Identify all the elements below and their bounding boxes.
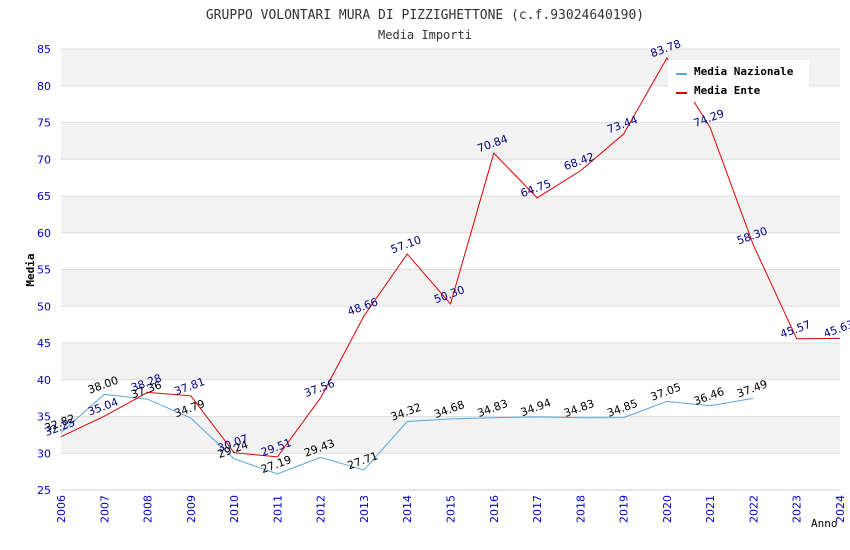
band-65 [61,159,840,196]
y-tick-label: 55 [37,264,51,277]
series-line-media-ente [60,57,841,458]
x-tick-label: 2019 [618,495,631,523]
x-tick-label: 2013 [358,495,371,523]
y-tick-label: 75 [37,117,51,130]
y-tick-label: 50 [37,300,51,313]
y-tick-label: 35 [37,411,51,424]
y-tick-label: 85 [37,43,51,56]
x-tick-label: 2011 [271,495,284,523]
y-tick-label: 30 [37,447,51,460]
x-tick-label: 2007 [98,495,111,523]
band-50 [61,269,840,307]
series-lines [60,57,841,475]
y-axis-label: Media [24,253,37,286]
x-tick-label: 2006 [55,495,68,523]
x-tick-label: 2012 [315,495,328,523]
plot-background-bands [61,49,840,490]
y-tick-label: 25 [37,484,51,497]
x-tick-label: 2017 [531,495,544,523]
legend: Media Nazionale Media Ente [668,60,809,102]
y-tick-label: 70 [37,153,51,166]
legend-label-media-nazionale: Media Nazionale [694,65,794,78]
x-tick-label: 2018 [574,495,587,523]
band-55 [61,232,840,270]
series-line-media-nazionale [60,393,754,475]
x-tick-label: 2023 [791,495,804,523]
x-tick-label: 2016 [488,495,501,523]
y-tick-label: 80 [37,80,51,93]
y-tick-label: 60 [37,227,51,240]
band-70 [61,122,840,160]
x-tick-label: 2021 [704,495,717,523]
y-axis-ticks: 25 30 35 40 45 50 55 60 65 70 75 80 85 [37,43,51,497]
band-25 [61,453,840,490]
band-30 [61,416,840,454]
band-35 [61,379,840,417]
legend-box [668,60,809,102]
x-tick-label: 2015 [445,495,458,523]
x-tick-label: 2014 [401,495,414,523]
y-tick-label: 65 [37,190,51,203]
y-tick-label: 40 [37,374,51,387]
band-60 [61,196,840,233]
x-tick-label: 2022 [747,495,760,523]
band-40 [61,343,840,380]
chart-subtitle: Media Importi [378,28,472,42]
x-tick-label: 2008 [142,495,155,523]
x-tick-label: 2009 [185,495,198,523]
x-axis-ticks: 2006 2007 2008 2009 2010 2011 2012 2013 2014 2015… [55,495,847,523]
legend-label-media-ente: Media Ente [694,84,761,97]
y-tick-label: 45 [37,337,51,350]
x-tick-label: 2010 [228,495,241,523]
x-tick-label: 2024 [834,495,847,523]
x-axis-label: Anno [811,517,838,530]
x-tick-label: 2020 [661,495,674,523]
band-45 [61,306,840,343]
chart-title: GRUPPO VOLONTARI MURA DI PIZZIGHETTONE (… [206,8,644,23]
